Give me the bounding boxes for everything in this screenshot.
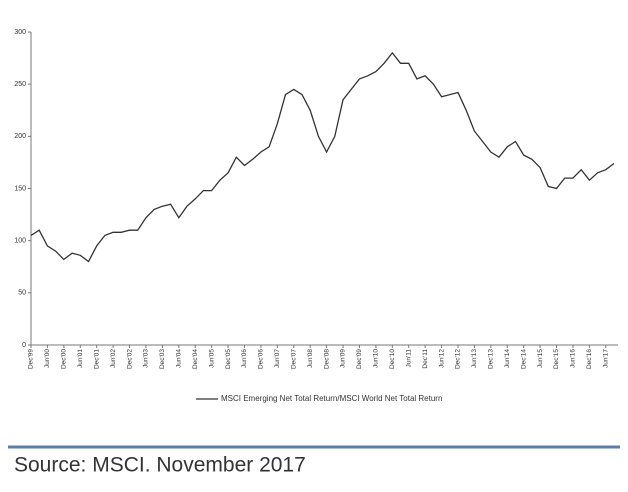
x-tick-label: Dec'01 <box>93 349 100 369</box>
x-tick-label: Dec'04 <box>192 349 199 369</box>
series-line <box>30 51 615 263</box>
x-tick-label: Jun'04 <box>176 349 183 368</box>
x-tick-label: Jun'11 <box>405 349 412 368</box>
x-tick-label: Dec'06 <box>258 349 265 369</box>
x-tick-label: Dec'00 <box>61 349 68 369</box>
x-tick-label: Jun'06 <box>241 349 248 368</box>
source: Source: MSCI. November 2017 <box>14 454 306 477</box>
y-tick-label: 200 <box>14 133 26 140</box>
x-tick-label: Dec'12 <box>455 349 462 369</box>
x-tick-label: Jun'08 <box>307 349 314 368</box>
x-tick-label: Jun'17 <box>603 349 610 368</box>
y-tick-label: 250 <box>14 81 26 88</box>
x-tick-label: Jun'09 <box>340 349 347 368</box>
x-tick-label: Jun'10 <box>373 349 380 368</box>
x-tick-label: Dec'13 <box>488 349 495 369</box>
y-tick-label: 100 <box>14 238 26 245</box>
x-tick-label: Jun'03 <box>143 349 150 368</box>
y-tick-label: 150 <box>14 185 26 192</box>
x-tick-label: Jun'02 <box>110 349 117 368</box>
y-tick-label: 50 <box>18 290 26 297</box>
x-tick-label: Dec'99 <box>28 349 35 369</box>
x-tick-label: Jun'13 <box>471 349 478 368</box>
x-tick-label: Dec'03 <box>159 349 166 369</box>
x-tick-label: Jun'07 <box>274 349 281 368</box>
x-tick-label: Jun'14 <box>504 349 511 368</box>
x-tick-label: Jun'16 <box>570 349 577 368</box>
x-tick-label: Jun'01 <box>77 349 84 368</box>
x-tick-label: Jun'00 <box>44 349 51 368</box>
x-tick-label: Jun'15 <box>537 349 544 368</box>
y-tick-label: 0 <box>22 342 26 349</box>
x-tick-label: Dec'16 <box>586 349 593 369</box>
x-tick-label: Dec'11 <box>422 349 429 369</box>
x-tick-label: Dec'10 <box>389 349 396 369</box>
y-tick-label: 300 <box>14 29 26 36</box>
legend-label: MSCI Emerging Net Total Return/MSCI Worl… <box>221 394 442 403</box>
x-tick-label: Dec'05 <box>225 349 232 369</box>
x-tick-label: Dec'09 <box>356 349 363 369</box>
x-tick-label: Jun'05 <box>208 349 215 368</box>
x-tick-label: Dec'02 <box>126 349 133 369</box>
x-tick-label: Dec'08 <box>323 349 330 369</box>
x-tick-label: Dec'14 <box>520 349 527 369</box>
x-tick-label: Dec'07 <box>290 349 297 369</box>
x-tick-label: Dec'15 <box>553 349 560 369</box>
x-tick-label: Jun'12 <box>438 349 445 368</box>
